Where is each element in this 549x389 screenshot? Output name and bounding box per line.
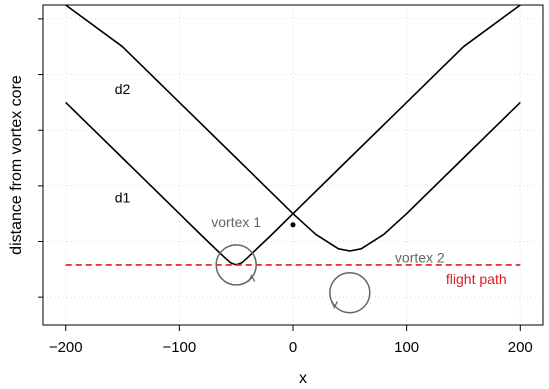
vortex-layer: vortex 1 vortex 2 bbox=[211, 214, 445, 314]
series-label-d2: d2 bbox=[115, 81, 131, 97]
flight-path-label: flight path bbox=[446, 271, 507, 287]
x-axis-title: x bbox=[299, 370, 307, 387]
x-tick-label: 0 bbox=[289, 339, 297, 356]
x-tick-label: 100 bbox=[394, 339, 419, 356]
x-axis: −200 −100 0 100 200 bbox=[49, 325, 533, 356]
y-axis-title: distance from vortex core bbox=[8, 75, 25, 255]
data-point bbox=[290, 222, 296, 228]
x-tick-label: 200 bbox=[508, 339, 533, 356]
vortex-2-circle bbox=[329, 271, 371, 314]
vortex-1-label: vortex 1 bbox=[211, 214, 261, 230]
series-label-d1: d1 bbox=[115, 190, 131, 206]
vortex-1-arrow bbox=[248, 274, 256, 282]
vortex-2-arrow bbox=[330, 301, 338, 309]
series-curves bbox=[65, 4, 521, 266]
x-tick-label: −100 bbox=[162, 339, 196, 356]
series-line-d1 bbox=[65, 4, 521, 266]
grid-lines bbox=[38, 5, 543, 325]
vortex-1-circle bbox=[215, 244, 257, 286]
point-layer bbox=[290, 222, 296, 228]
vortex-2-label: vortex 2 bbox=[395, 250, 445, 266]
x-tick-label: −200 bbox=[49, 339, 83, 356]
series-label-layer: d2 d1 bbox=[115, 81, 131, 206]
flight-path-layer: flight path bbox=[65, 264, 521, 287]
series-line-d2 bbox=[65, 4, 521, 252]
